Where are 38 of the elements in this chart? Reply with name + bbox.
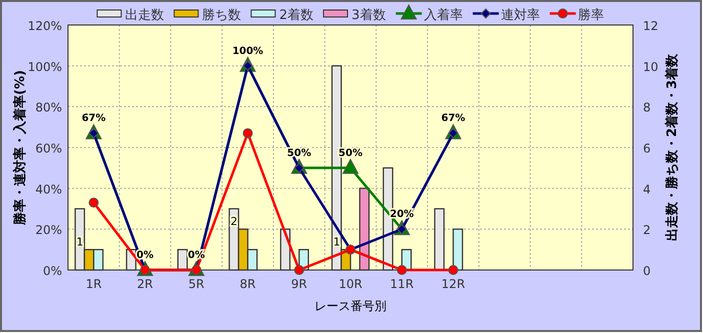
y2-tick-label: 6 bbox=[643, 142, 651, 156]
data-label: 100% bbox=[232, 46, 264, 57]
y-tick-label: 20% bbox=[35, 223, 62, 238]
y-tick-label: 120% bbox=[28, 19, 62, 33]
data-label: 1 bbox=[333, 236, 340, 249]
y-tick-label: 40% bbox=[35, 182, 62, 196]
y-axis-title: 勝率・連対率・入着率(%) bbox=[12, 70, 28, 226]
x-tick-label: 8R bbox=[240, 277, 256, 291]
x-tick-label: 10R bbox=[338, 277, 362, 291]
data-label: 1 bbox=[76, 236, 84, 249]
legend-label: 3着数 bbox=[352, 7, 386, 23]
x-tick-label: 12R bbox=[441, 277, 466, 291]
y-tick-label: 100% bbox=[28, 60, 62, 74]
legend-label: 連対率 bbox=[500, 7, 540, 23]
x-axis-title: レース番号別 bbox=[314, 299, 386, 313]
legend-label: 2着数 bbox=[279, 7, 314, 23]
data-label: 67% bbox=[441, 113, 466, 124]
y2-tick-label: 10 bbox=[643, 60, 658, 74]
legend-label: 勝ち数 bbox=[202, 8, 242, 23]
y2-tick-label: 12 bbox=[643, 19, 658, 33]
x-tick-label: 9R bbox=[291, 277, 308, 291]
data-label: 67% bbox=[82, 113, 106, 124]
legend-label: 入着率 bbox=[424, 7, 463, 23]
x-tick-label: 1R bbox=[86, 277, 102, 291]
y2-tick-label: 0 bbox=[643, 264, 651, 278]
y2-axis-title: 出走数・勝ち数・2着数・3着数 bbox=[664, 52, 680, 242]
legend-label: 勝率 bbox=[578, 7, 604, 23]
x-tick-label: 2R bbox=[137, 277, 154, 291]
y2-tick-label: 4 bbox=[643, 182, 651, 196]
y2-tick-label: 8 bbox=[643, 100, 651, 115]
y-tick-label: 0% bbox=[42, 264, 62, 278]
y2-tick-label: 2 bbox=[643, 223, 651, 238]
x-tick-label: 11R bbox=[390, 277, 414, 291]
y-tick-label: 60% bbox=[35, 142, 62, 156]
legend-label: 出走数 bbox=[125, 8, 164, 23]
data-label: 2 bbox=[230, 215, 238, 228]
x-tick-label: 5R bbox=[188, 277, 204, 291]
y-tick-label: 80% bbox=[35, 100, 62, 115]
